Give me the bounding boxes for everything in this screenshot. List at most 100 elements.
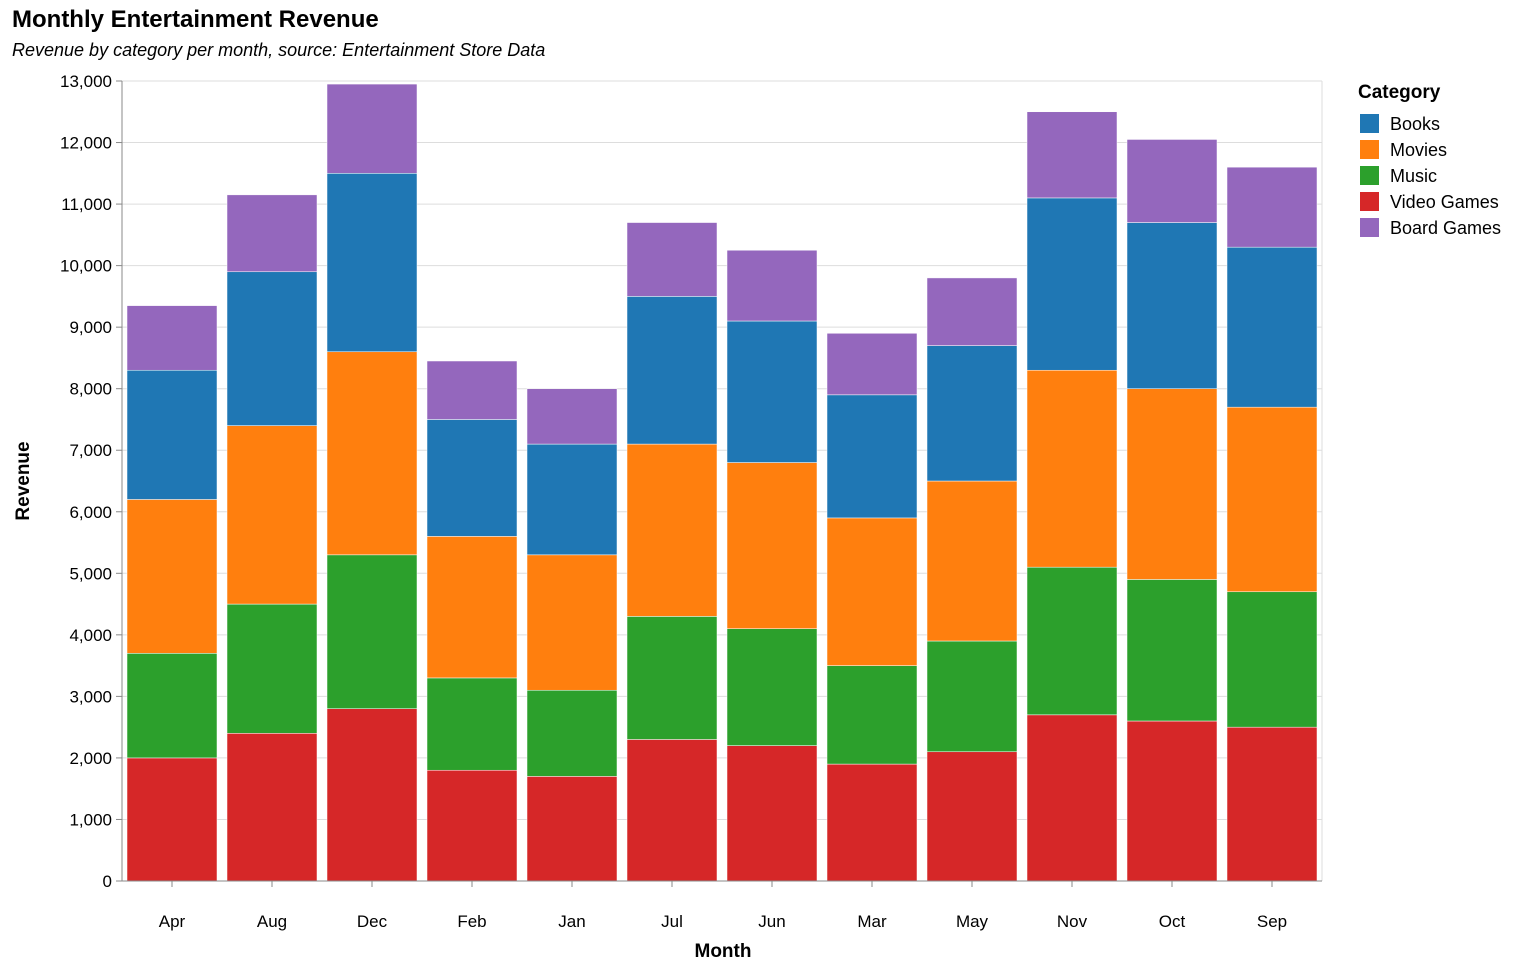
bar-segment-video-games: [1026, 714, 1118, 882]
y-tick-label: 0: [103, 872, 112, 891]
legend-label: Video Games: [1390, 192, 1499, 212]
x-tick-label: Mar: [857, 912, 887, 931]
x-tick-label: May: [956, 912, 989, 931]
bar-segment-movies: [1226, 406, 1318, 593]
y-tick-label: 13,000: [60, 72, 112, 91]
bar-segment-music: [1026, 566, 1118, 716]
x-tick-label: Jan: [558, 912, 585, 931]
bar-segment-music: [626, 616, 718, 740]
bar-segment-movies: [626, 443, 718, 617]
bar-segment-music: [1126, 579, 1218, 722]
bar-segment-board-games: [1226, 166, 1318, 248]
bar-segment-books: [626, 296, 718, 445]
y-tick-label: 12,000: [60, 134, 112, 153]
bar-segment-books: [926, 345, 1018, 482]
legend-swatch: [1360, 114, 1379, 133]
y-tick-label: 5,000: [69, 564, 112, 583]
bar-segment-music: [926, 640, 1018, 753]
bar-segment-music: [526, 689, 618, 777]
bar-segment-books: [426, 419, 518, 537]
bar-segment-music: [226, 603, 318, 734]
bar-segment-books: [1226, 246, 1318, 408]
bar-segment-video-games: [1126, 720, 1218, 882]
x-tick-label: Apr: [159, 912, 186, 931]
y-tick-label: 1,000: [69, 810, 112, 829]
bar-segment-movies: [426, 536, 518, 679]
legend-title: Category: [1358, 82, 1441, 103]
legend-label: Board Games: [1390, 218, 1501, 238]
bar-segment-video-games: [526, 776, 618, 882]
bar-segment-video-games: [1226, 726, 1318, 882]
y-tick-label: 8,000: [69, 380, 112, 399]
bar-segment-music: [326, 554, 418, 709]
bar-segment-movies: [826, 517, 918, 666]
chart-subtitle: Revenue by category per month, source: E…: [12, 40, 546, 60]
bar-segment-board-games: [126, 305, 218, 371]
bar-segment-movies: [1126, 388, 1218, 580]
bar-segment-books: [326, 173, 418, 353]
bar-segment-board-games: [1026, 111, 1118, 199]
axes: 0 1,000 2,000 3,000 4,000 5,000 6,000 7,000 8,00…: [60, 72, 1322, 931]
bar-segment-video-games: [226, 733, 318, 882]
x-tick-label: Aug: [257, 912, 287, 931]
y-tick-label: 6,000: [69, 503, 112, 522]
bar-segment-board-games: [726, 249, 818, 322]
legend-swatch: [1360, 166, 1379, 185]
legend-label: Movies: [1390, 140, 1447, 160]
bar-segment-movies: [226, 425, 318, 605]
bar-segment-music: [726, 628, 818, 746]
bars: [126, 83, 1318, 882]
bar-segment-books: [726, 320, 818, 463]
bar-segment-movies: [326, 351, 418, 556]
legend-label: Books: [1390, 114, 1440, 134]
bar-segment-books: [826, 394, 918, 519]
x-tick-label: Sep: [1257, 912, 1287, 931]
x-tick-label: Jun: [758, 912, 785, 931]
bar-segment-books: [1026, 197, 1118, 371]
bar-segment-movies: [726, 462, 818, 629]
bar-segment-movies: [926, 480, 1018, 642]
y-tick-label: 9,000: [69, 318, 112, 337]
y-axis-title: Revenue: [13, 441, 34, 520]
legend: Category Books Movies Music Video Games Boar…: [1358, 82, 1501, 238]
bar-segment-board-games: [1126, 139, 1218, 223]
bar-segment-music: [426, 677, 518, 771]
y-tick-label: 11,000: [61, 195, 112, 214]
bar-segment-board-games: [526, 388, 618, 445]
bar-segment-video-games: [126, 757, 218, 882]
bar-segment-books: [526, 443, 618, 556]
bar-segment-music: [126, 653, 218, 759]
y-tick-label: 2,000: [69, 749, 112, 768]
y-tick-label: 3,000: [69, 687, 112, 706]
x-axis-title: Month: [695, 941, 752, 962]
x-tick-label: Jul: [661, 912, 683, 931]
bar-segment-video-games: [826, 763, 918, 882]
bar-segment-board-games: [326, 83, 418, 174]
x-tick-label: Feb: [457, 912, 486, 931]
bar-segment-books: [126, 369, 218, 500]
bar-segment-video-games: [726, 745, 818, 882]
bar-segment-board-games: [826, 333, 918, 396]
bar-segment-video-games: [926, 751, 1018, 882]
legend-swatch: [1360, 218, 1379, 237]
y-tick-label: 7,000: [69, 441, 112, 460]
y-tick-label: 4,000: [69, 626, 112, 645]
bar-segment-music: [1226, 591, 1318, 728]
bar-segment-board-games: [226, 194, 318, 273]
bar-segment-movies: [1026, 369, 1118, 568]
bar-segment-video-games: [626, 739, 718, 882]
y-tick-label: 10,000: [60, 257, 112, 276]
x-tick-label: Oct: [1159, 912, 1186, 931]
bar-segment-board-games: [926, 277, 1018, 346]
legend-swatch: [1360, 192, 1379, 211]
bar-segment-books: [1126, 222, 1218, 389]
legend-label: Music: [1390, 166, 1437, 186]
bar-segment-movies: [526, 554, 618, 691]
bar-segment-video-games: [326, 708, 418, 882]
legend-swatch: [1360, 140, 1379, 159]
bar-segment-movies: [126, 499, 218, 654]
bar-segment-board-games: [426, 360, 518, 420]
bar-segment-board-games: [626, 222, 718, 297]
x-tick-label: Dec: [357, 912, 388, 931]
